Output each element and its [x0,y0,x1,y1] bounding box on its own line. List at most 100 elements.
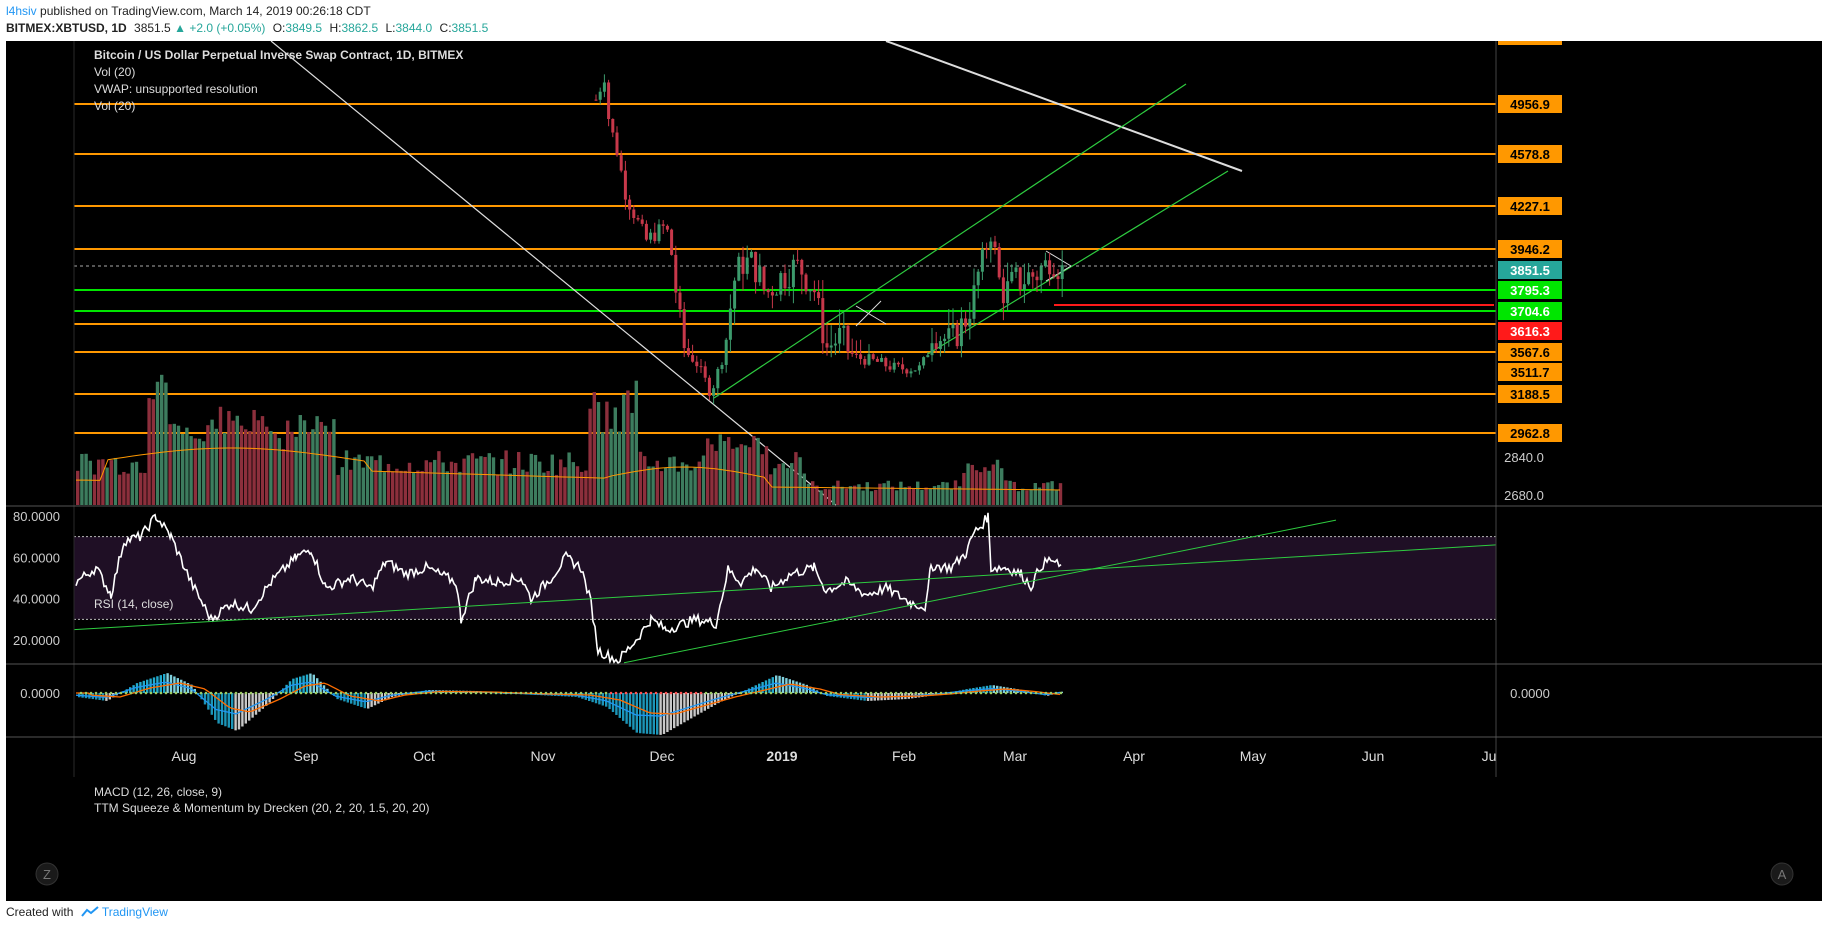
squeeze-dot [439,691,443,695]
momentum-bar [333,693,336,696]
squeeze-dot [779,691,783,695]
momentum-bar [591,693,594,703]
squeeze-dot [179,691,183,695]
squeeze-dot [129,691,133,695]
time-tick: Mar [1003,748,1027,764]
squeeze-dot [249,691,253,695]
time-tick: 2019 [766,748,797,764]
price-label: 3616.3 [1510,324,1550,339]
volume-bar [479,456,483,505]
momentum-bar [163,674,166,693]
squeeze-dot [604,691,608,695]
volume-bar [277,438,281,505]
volume-bar [239,425,244,505]
zoom-left-label[interactable]: Z [43,867,51,882]
price-label: 3851.5 [1510,263,1550,278]
volume-bar [1000,468,1004,505]
zoom-left-button[interactable]: Z [35,862,59,886]
author-link[interactable]: l4hsiv [6,4,37,18]
volume-bar [134,461,139,505]
squeeze-dot [399,691,403,695]
up-arrow-icon: ▲ [174,21,186,35]
squeeze-dot [774,691,778,695]
squeeze-dot [659,691,663,695]
volume-bar [462,458,466,505]
volume-bar [181,433,185,505]
volume-bar [256,420,260,505]
squeeze-dot [154,691,158,695]
squeeze-dot [224,691,228,695]
volume-bar [412,472,416,505]
rsi-label: RSI (14, close) [94,597,173,611]
volume-bar [1021,488,1025,505]
price-label: 4578.8 [1510,147,1550,162]
rsi-pane: 80.0000 60.0000 40.0000 20.0000 [13,509,1497,665]
squeeze-dot [384,691,388,695]
candle-body [1006,281,1010,304]
volume-bar [546,470,550,505]
volume-bar [605,401,609,505]
volume-bar [533,454,538,505]
volume-bar [475,458,479,505]
price-label: 3567.6 [1510,345,1550,360]
squeeze-dot [194,691,198,695]
volume-bar [235,415,239,505]
candle-body [867,354,871,365]
squeeze-dot [414,691,418,695]
candle-body [1039,266,1043,281]
time-tick: Oct [413,748,435,764]
tradingview-link[interactable]: TradingView [101,905,168,919]
candle-body [758,266,762,283]
candle-body [632,209,636,218]
squeeze-dot [629,691,633,695]
momentum-bar [231,693,234,729]
squeeze-dot [239,691,243,695]
auto-scale-circle[interactable] [1770,862,1794,886]
squeeze-dot [149,691,153,695]
volume-bar [517,452,521,505]
volume-bar [298,415,302,505]
squeeze-dot [589,691,593,695]
auto-scale-button[interactable]: A [1770,862,1794,886]
volume-bar [538,461,542,505]
squeeze-dot [174,691,178,695]
zoom-left-circle[interactable] [35,862,59,886]
volume-bar [659,471,664,505]
momentum-bar [350,693,353,704]
squeeze-dot [1004,691,1008,695]
volume-bar [1037,487,1042,505]
last-price: 3851.5 [134,21,171,35]
momentum-bar [696,693,700,715]
candle-body [649,232,653,240]
momentum-bar [149,678,152,693]
candle-body [838,327,842,344]
squeeze-dot [934,691,938,695]
momentum-bar [693,693,696,717]
candle-body [909,371,913,374]
momentum-bar [758,683,761,693]
squeeze-dot [829,691,833,695]
time-tick: Ju [1482,748,1497,764]
price-label: 3704.6 [1510,304,1550,319]
squeeze-dot [654,691,658,695]
squeeze-dot [879,691,883,695]
volume-bar [1054,490,1058,505]
squeeze-dot [649,691,653,695]
volume-bar [680,462,685,505]
time-tick: Sep [294,748,319,764]
candle-body [1060,265,1064,280]
squeeze-dot [964,691,968,695]
squeeze-dot [949,691,953,695]
candle-body [846,325,850,353]
volume-bar [970,464,974,505]
squeeze-dot [759,691,763,695]
momentum-bar [768,678,771,693]
candle-body [628,199,632,210]
volume-bar [932,486,937,505]
auto-scale-label[interactable]: A [1778,867,1787,882]
volume-bar [332,419,336,505]
squeeze-dot [364,691,368,695]
squeeze-dot [749,691,753,695]
volume-bar [126,473,130,505]
